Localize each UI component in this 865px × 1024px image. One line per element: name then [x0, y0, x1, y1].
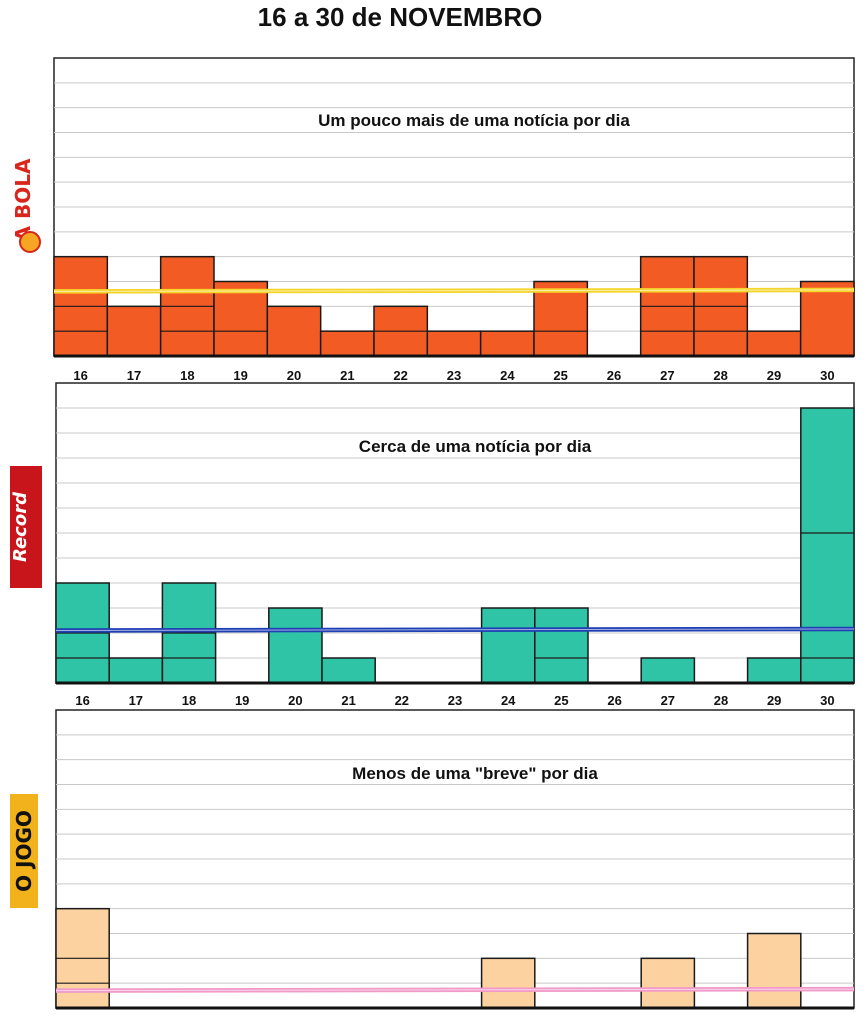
ojogo-logo-badge [10, 794, 38, 908]
bar-24 [479, 330, 535, 357]
bar-25 [534, 607, 589, 684]
x-tick-label-18: 18 [182, 693, 196, 708]
x-tick-label-26: 26 [607, 693, 621, 708]
ball-icon [19, 231, 41, 253]
x-tick-label-19: 19 [233, 368, 247, 383]
x-tick-label-20: 20 [288, 693, 302, 708]
mean-line-highlight [55, 988, 855, 992]
x-tick-label-17: 17 [127, 368, 141, 383]
bar-20 [266, 305, 322, 357]
x-tick-label-19: 19 [235, 693, 249, 708]
x-tick-label-17: 17 [129, 693, 143, 708]
bar-29 [746, 330, 802, 357]
chart-annotation: Cerca de uma notícia por dia [359, 437, 592, 456]
x-tick-label-26: 26 [607, 368, 621, 383]
page-title: 16 a 30 de NOVEMBRO [257, 2, 543, 32]
bar-21 [321, 657, 376, 684]
x-tick-label-27: 27 [660, 368, 674, 383]
chart-annotation: Um pouco mais de uma notícia por dia [318, 111, 630, 130]
ojogo-logo-text: O JOGO [12, 810, 36, 892]
x-tick-label-16: 16 [73, 368, 87, 383]
bar-30 [800, 407, 855, 684]
x-tick-label-21: 21 [340, 368, 354, 383]
record-logo-text: Record [10, 491, 31, 562]
bar-27 [640, 957, 696, 1009]
x-tick-label-24: 24 [500, 368, 515, 383]
x-tick-label-25: 25 [553, 368, 567, 383]
chart-abola: Um pouco mais de uma notícia por dia 16 17… [53, 57, 855, 383]
x-tick-label-22: 22 [395, 693, 409, 708]
x-tick-label-21: 21 [341, 693, 355, 708]
abola-logo: A BOLA [11, 158, 41, 253]
x-tick-label-25: 25 [554, 693, 568, 708]
x-tick-label-16: 16 [75, 693, 89, 708]
chart-record: Cerca de uma notícia por dia 16 17 18 19 20 21… [55, 382, 855, 708]
x-tick-label-30: 30 [820, 693, 834, 708]
bar-29 [746, 932, 802, 1009]
x-tick-label-30: 30 [820, 368, 834, 383]
x-tick-label-29: 29 [767, 693, 781, 708]
bar-17 [108, 657, 164, 684]
abola-logo-text: A BOLA [11, 158, 35, 241]
chart-annotation: Menos de uma "breve" por dia [352, 764, 598, 783]
x-tick-label-20: 20 [287, 368, 301, 383]
x-tick-label-22: 22 [393, 368, 407, 383]
record-logo: Record [10, 466, 42, 588]
mean-line-highlight [55, 628, 855, 631]
chart-ojogo: Menos de uma "breve" por dia [55, 709, 855, 1010]
bar-19 [213, 280, 269, 357]
bar-17 [106, 305, 162, 357]
x-tick-label-27: 27 [661, 693, 675, 708]
bar-24 [480, 957, 536, 1009]
bar-23 [426, 330, 482, 357]
ojogo-logo: O JOGO [10, 794, 38, 908]
bar-20 [268, 607, 323, 684]
record-logo-badge [10, 466, 42, 588]
x-tick-label-24: 24 [501, 693, 516, 708]
x-tick-label-28: 28 [714, 693, 728, 708]
bar-24 [480, 607, 536, 684]
x-tick-label-29: 29 [767, 368, 781, 383]
bar-27 [640, 657, 696, 684]
x-tick-label-23: 23 [448, 693, 462, 708]
x-tick-label-23: 23 [447, 368, 461, 383]
mean-line-highlight [53, 289, 855, 292]
bar-29 [746, 657, 802, 684]
x-tick-label-28: 28 [713, 368, 727, 383]
x-tick-label-18: 18 [180, 368, 194, 383]
bar-30 [799, 280, 855, 357]
bar-21 [319, 330, 375, 357]
